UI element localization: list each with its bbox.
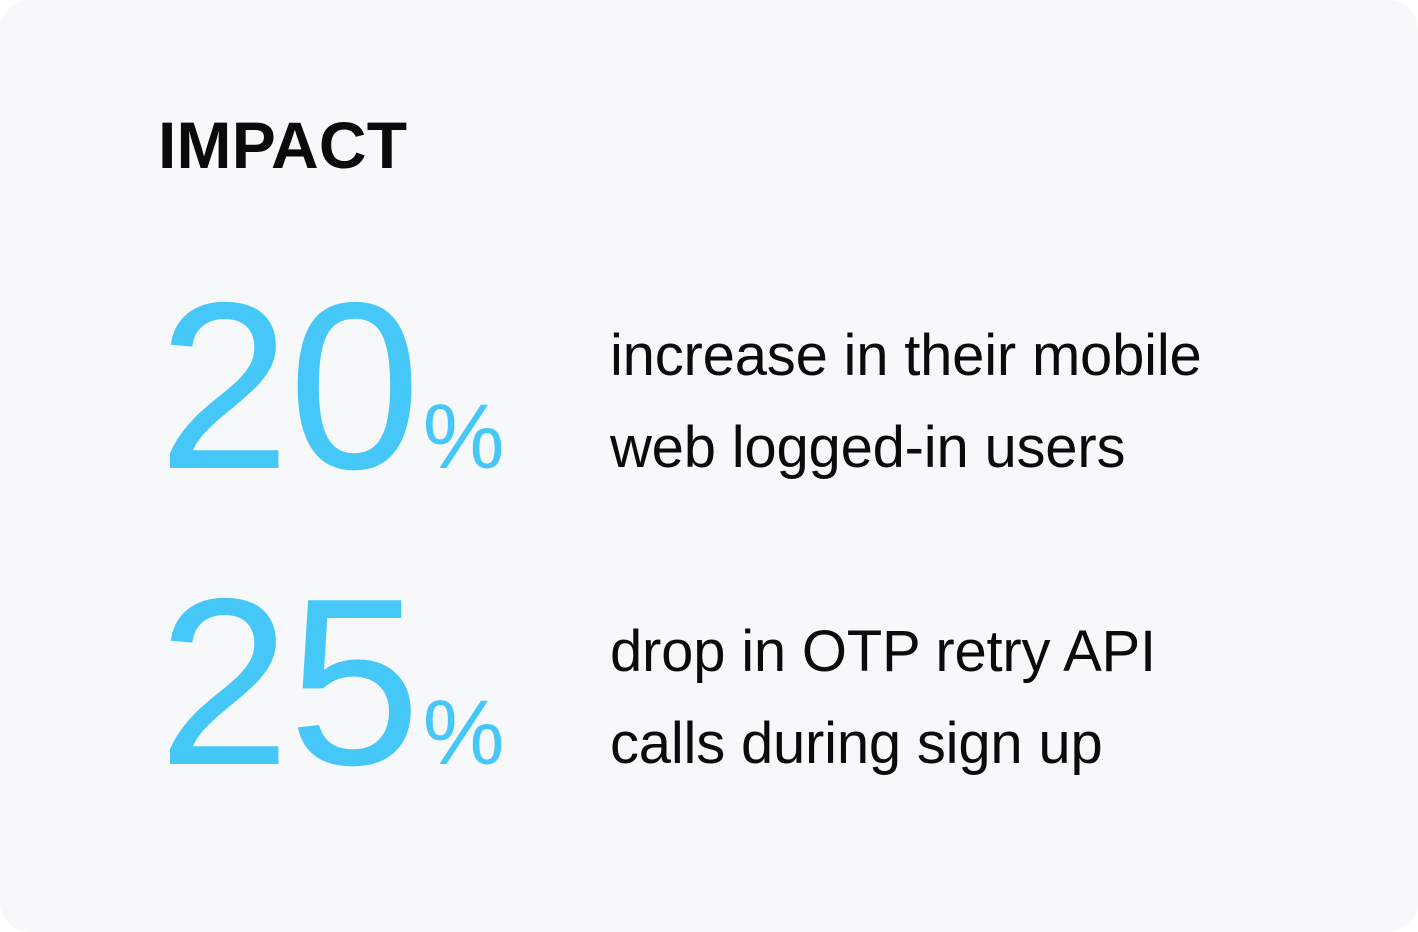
stat-description-line: calls during sign up	[610, 711, 1103, 776]
stat-row: 20 % increase in their mobile web logged…	[158, 254, 1358, 520]
stat-value: 25	[158, 550, 421, 816]
stat-description: increase in their mobile web logged-in u…	[610, 310, 1358, 494]
percent-symbol: %	[422, 386, 505, 489]
stat-description-line: web logged-in users	[610, 415, 1126, 480]
stat-description-line: drop in OTP retry API	[610, 619, 1156, 684]
stat-figure: 20 %	[158, 254, 610, 520]
percent-symbol: %	[422, 682, 505, 785]
page-title: IMPACT	[158, 108, 408, 182]
impact-stats-list: 20 % increase in their mobile web logged…	[158, 254, 1358, 816]
impact-card-content: IMPACT 20 % increase in their mobile web…	[158, 0, 1418, 932]
stat-description-line: increase in their mobile	[610, 323, 1202, 388]
stat-value: 20	[158, 254, 421, 520]
stat-figure: 25 %	[158, 550, 610, 816]
stat-description: drop in OTP retry API calls during sign …	[610, 606, 1358, 790]
stat-row: 25 % drop in OTP retry API calls during …	[158, 550, 1358, 816]
